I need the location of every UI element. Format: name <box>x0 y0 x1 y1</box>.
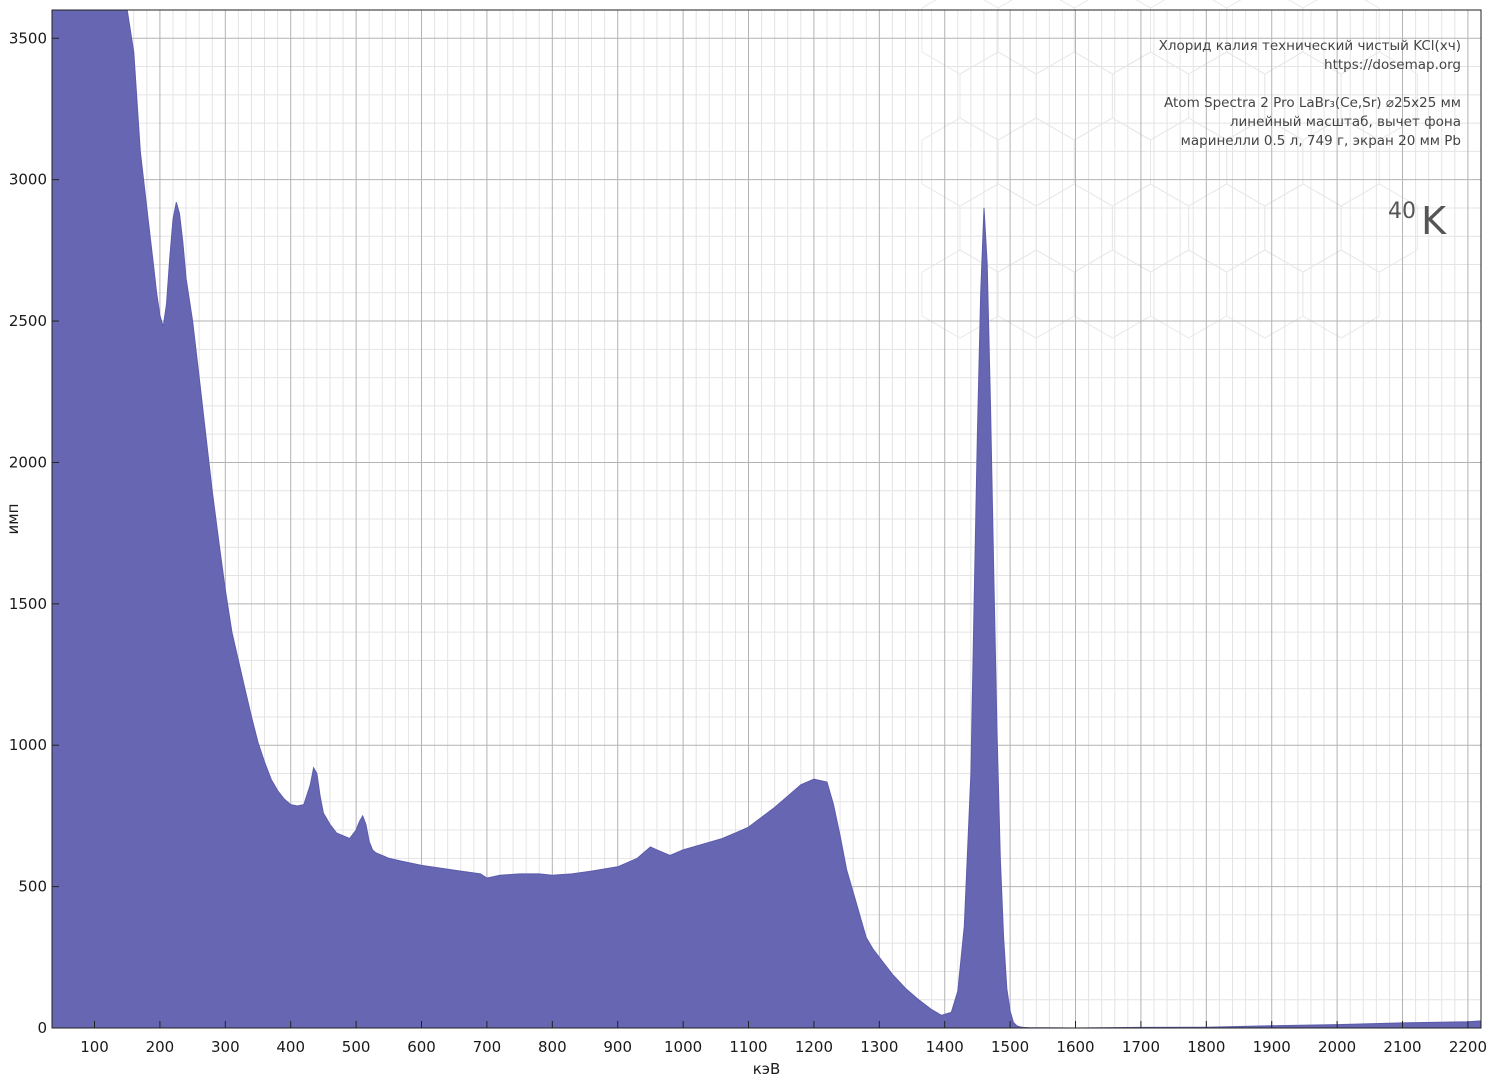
hex-cell <box>1035 183 1113 273</box>
y-tick-label: 2000 <box>9 453 47 471</box>
x-tick-label: 500 <box>342 1038 371 1056</box>
hex-cell <box>959 51 1037 141</box>
info-line: https://dosemap.org <box>1324 57 1461 73</box>
plot-frame <box>51 9 1482 1029</box>
y-tick-label: 3000 <box>9 171 47 189</box>
y-axis-ticks: 0 500 1000 1500 2000 2500 3000 3500 <box>9 29 59 1037</box>
hex-cell <box>921 117 999 207</box>
y-tick-label: 1000 <box>9 736 47 754</box>
x-tick-label: 1100 <box>729 1038 767 1056</box>
x-tick-label: 1600 <box>1056 1038 1094 1056</box>
info-line: Atom Spectra 2 Pro LaBr₃(Ce,Sr) ⌀25x25 м… <box>1164 95 1461 111</box>
info-annotation: Хлорид калия технический чистый KCl(хч) h… <box>1159 38 1461 149</box>
hex-cell <box>1226 117 1304 207</box>
x-tick-label: 800 <box>538 1038 567 1056</box>
hex-cell <box>1150 0 1228 75</box>
y-axis-label: имп <box>4 504 22 535</box>
hex-cell <box>1226 0 1304 75</box>
x-tick-label: 1000 <box>664 1038 702 1056</box>
x-tick-label: 1900 <box>1253 1038 1291 1056</box>
hex-cell <box>1150 117 1228 207</box>
hex-cell <box>1073 249 1151 339</box>
x-tick-label: 600 <box>407 1038 436 1056</box>
x-tick-label: 900 <box>603 1038 632 1056</box>
y-tick-label: 0 <box>37 1019 47 1037</box>
hex-cell <box>1226 249 1304 339</box>
y-tick-label: 3500 <box>9 29 47 47</box>
x-tick-label: 1500 <box>991 1038 1029 1056</box>
hex-cell <box>1340 183 1418 273</box>
hex-cell <box>959 183 1037 273</box>
hex-cell <box>1302 249 1380 339</box>
x-axis-label: кэВ <box>753 1060 781 1078</box>
hex-cell <box>1073 0 1151 75</box>
x-tick-label: 2200 <box>1449 1038 1487 1056</box>
spectrum-area <box>51 9 1482 1029</box>
x-tick-label: 1700 <box>1122 1038 1160 1056</box>
y-tick-label: 500 <box>18 878 47 896</box>
y-tick-label: 1500 <box>9 595 47 613</box>
x-tick-label: 200 <box>146 1038 175 1056</box>
hex-cell <box>1264 183 1342 273</box>
hex-cell <box>1035 51 1113 141</box>
hex-cell <box>1302 117 1380 207</box>
hex-cell <box>1111 183 1190 273</box>
x-tick-label: 400 <box>276 1038 305 1056</box>
x-tick-label: 100 <box>80 1038 109 1056</box>
x-tick-label: 700 <box>473 1038 502 1056</box>
x-axis-ticks: 100 200 300 400 500 600 700 800 900 1000 1100 1200 1… <box>80 1021 1487 1056</box>
info-line: маринелли 0.5 л, 749 г, экран 20 мм Pb <box>1181 133 1461 149</box>
x-tick-label: 1800 <box>1187 1038 1225 1056</box>
x-tick-label: 1300 <box>860 1038 898 1056</box>
info-line: Хлорид калия технический чистый KCl(хч) <box>1159 38 1461 54</box>
hex-cell <box>1073 117 1151 207</box>
isotope-label: 40 K <box>1388 199 1447 243</box>
isotope-mass: 40 <box>1388 199 1416 224</box>
x-tick-label: 1400 <box>926 1038 964 1056</box>
x-tick-label: 1200 <box>795 1038 833 1056</box>
x-tick-label: 2000 <box>1318 1038 1356 1056</box>
x-tick-label: 2100 <box>1383 1038 1421 1056</box>
y-tick-label: 2500 <box>9 312 47 330</box>
isotope-element: K <box>1421 199 1447 243</box>
hex-cell <box>1188 183 1266 273</box>
x-tick-label: 300 <box>211 1038 240 1056</box>
hex-cell <box>921 0 999 75</box>
info-line: линейный масштаб, вычет фона <box>1230 114 1461 130</box>
hex-cell <box>1150 249 1228 339</box>
